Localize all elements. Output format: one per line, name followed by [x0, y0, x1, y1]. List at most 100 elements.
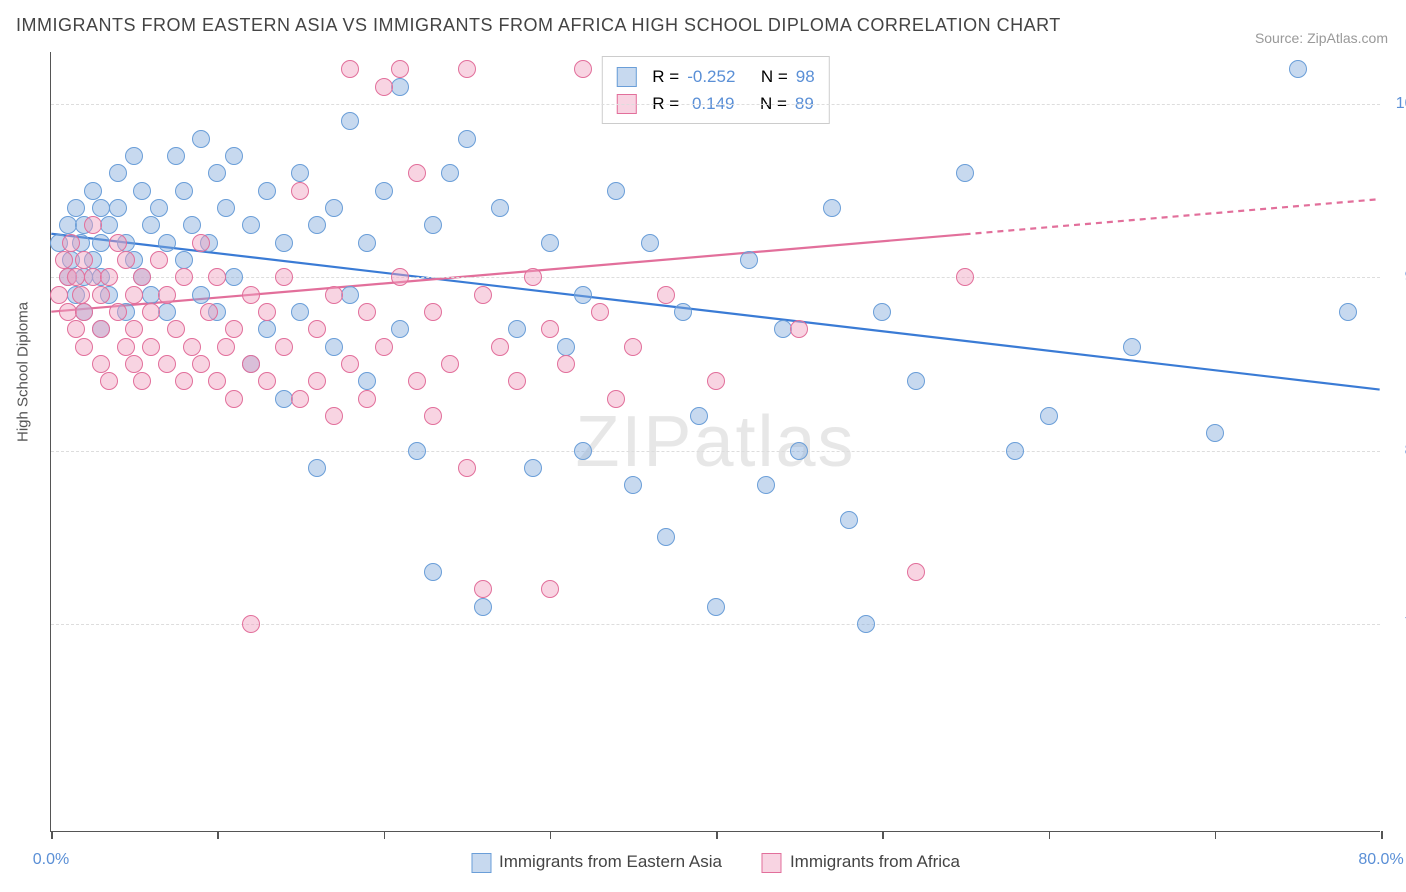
scatter-point	[167, 147, 185, 165]
y-tick-label: 80.0%	[1390, 442, 1406, 460]
scatter-point	[840, 511, 858, 529]
scatter-point	[133, 372, 151, 390]
scatter-point	[50, 286, 68, 304]
scatter-point	[92, 320, 110, 338]
scatter-point	[150, 199, 168, 217]
scatter-point	[92, 234, 110, 252]
scatter-point	[192, 130, 210, 148]
x-tick	[550, 831, 552, 839]
scatter-point	[474, 286, 492, 304]
scatter-point	[109, 234, 127, 252]
scatter-point	[375, 182, 393, 200]
scatter-point	[242, 615, 260, 633]
scatter-point	[158, 286, 176, 304]
scatter-point	[109, 303, 127, 321]
scatter-point	[308, 320, 326, 338]
scatter-point	[167, 320, 185, 338]
scatter-point	[150, 251, 168, 269]
scatter-point	[175, 268, 193, 286]
scatter-point	[740, 251, 758, 269]
scatter-point	[225, 147, 243, 165]
y-tick-label: 100.0%	[1390, 95, 1406, 113]
scatter-point	[142, 303, 160, 321]
scatter-point	[208, 268, 226, 286]
scatter-point	[358, 303, 376, 321]
scatter-point	[275, 390, 293, 408]
scatter-point	[391, 320, 409, 338]
scatter-point	[258, 320, 276, 338]
scatter-point	[100, 216, 118, 234]
x-tick-label: 80.0%	[1358, 851, 1403, 869]
legend-item-2: Immigrants from Africa	[762, 852, 960, 873]
scatter-point	[92, 286, 110, 304]
scatter-point	[391, 60, 409, 78]
scatter-point	[375, 78, 393, 96]
x-tick	[882, 831, 884, 839]
scatter-point	[67, 268, 85, 286]
scatter-point	[84, 216, 102, 234]
scatter-point	[142, 286, 160, 304]
scatter-point	[458, 459, 476, 477]
chart-title: IMMIGRANTS FROM EASTERN ASIA VS IMMIGRAN…	[16, 15, 1061, 36]
scatter-point	[607, 182, 625, 200]
scatter-point	[424, 303, 442, 321]
scatter-point	[158, 303, 176, 321]
scatter-point	[59, 303, 77, 321]
scatter-point	[441, 355, 459, 373]
scatter-point	[508, 320, 526, 338]
x-tick	[384, 831, 386, 839]
scatter-point	[192, 355, 210, 373]
scatter-point	[907, 563, 925, 581]
scatter-point	[100, 268, 118, 286]
scatter-point	[358, 234, 376, 252]
scatter-point	[225, 390, 243, 408]
scatter-point	[1040, 407, 1058, 425]
scatter-point	[790, 320, 808, 338]
scatter-point	[325, 199, 343, 217]
scatter-point	[857, 615, 875, 633]
x-tick	[217, 831, 219, 839]
scatter-point	[541, 580, 559, 598]
scatter-point	[790, 442, 808, 460]
y-axis-label: High School Diploma	[15, 301, 32, 441]
legend-label-1: Immigrants from Eastern Asia	[499, 852, 722, 871]
scatter-point	[208, 164, 226, 182]
scatter-point	[375, 338, 393, 356]
scatter-point	[391, 268, 409, 286]
scatter-point	[624, 476, 642, 494]
scatter-point	[258, 372, 276, 390]
scatter-point	[183, 338, 201, 356]
scatter-point	[308, 459, 326, 477]
scatter-point	[541, 234, 559, 252]
legend-label-2: Immigrants from Africa	[790, 852, 960, 871]
scatter-point	[574, 286, 592, 304]
scatter-point	[67, 199, 85, 217]
scatter-point	[291, 303, 309, 321]
scatter-point	[458, 130, 476, 148]
x-tick	[716, 831, 718, 839]
scatter-point	[59, 216, 77, 234]
x-tick	[1215, 831, 1217, 839]
scatter-point	[424, 216, 442, 234]
y-tick-label: 70.0%	[1390, 615, 1406, 633]
scatter-point	[291, 164, 309, 182]
bottom-legend: Immigrants from Eastern Asia Immigrants …	[471, 852, 960, 873]
scatter-point	[125, 355, 143, 373]
stats-row-1: R = -0.252 N = 98	[616, 63, 814, 90]
watermark: ZIPatlas	[575, 401, 855, 483]
scatter-point	[158, 234, 176, 252]
n-value-1: 98	[796, 63, 815, 90]
scatter-point	[291, 182, 309, 200]
scatter-point	[125, 320, 143, 338]
scatter-point	[308, 216, 326, 234]
scatter-point	[291, 390, 309, 408]
scatter-point	[275, 234, 293, 252]
scatter-point	[341, 60, 359, 78]
scatter-point	[242, 216, 260, 234]
swatch-series-2-icon	[762, 853, 782, 873]
scatter-point	[175, 251, 193, 269]
scatter-point	[142, 338, 160, 356]
scatter-point	[92, 355, 110, 373]
scatter-point	[84, 182, 102, 200]
scatter-point	[325, 338, 343, 356]
